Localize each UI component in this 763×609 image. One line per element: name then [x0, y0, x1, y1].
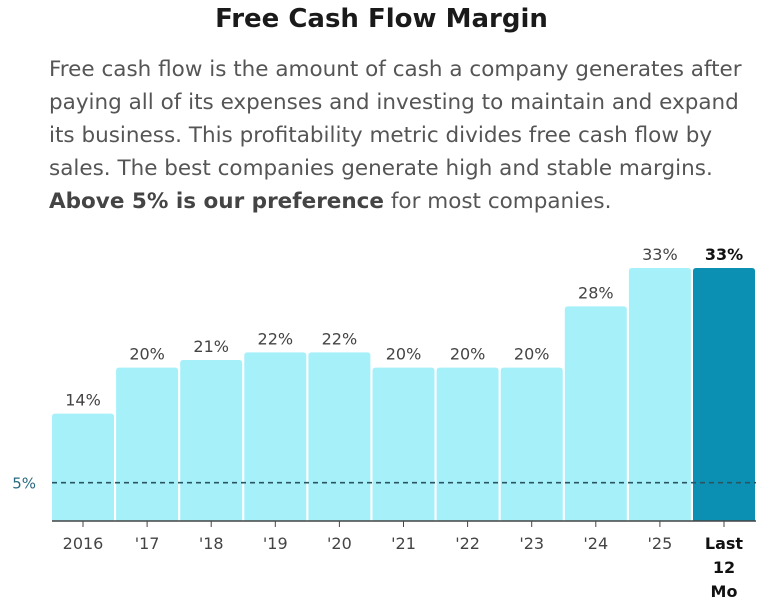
bar-4 — [308, 352, 371, 521]
x-tick-label-0: 2016 — [63, 534, 104, 553]
x-tick-label-3: '19 — [263, 534, 288, 553]
data-label-3: 22% — [258, 329, 294, 348]
bar-0 — [52, 413, 114, 521]
data-label-0: 14% — [65, 391, 101, 410]
data-label-7: 20% — [514, 345, 550, 364]
data-label-2: 21% — [193, 337, 229, 356]
x-tick-label-8: '24 — [583, 534, 608, 553]
data-label-9: 33% — [642, 245, 678, 264]
data-label-5: 20% — [386, 345, 422, 364]
bar-6 — [436, 367, 499, 521]
chart-title: Free Cash Flow Margin — [215, 4, 548, 34]
chart-description: Free cash flow is the amount of cash a c… — [49, 53, 749, 218]
description-text-end: for most companies. — [390, 189, 612, 214]
description-emphasis: Above 5% is our preference — [49, 189, 385, 214]
x-tick-label-9: '25 — [648, 534, 673, 553]
data-label-6: 20% — [450, 345, 486, 364]
bar-7 — [500, 367, 563, 521]
bar-2 — [180, 360, 243, 521]
bar-1 — [116, 367, 179, 521]
x-tick-label-6: '22 — [455, 534, 480, 553]
bar-3 — [244, 352, 307, 521]
x-tick-label-7: '23 — [519, 534, 544, 553]
x-tick-label-1: '17 — [135, 534, 160, 553]
data-label-8: 28% — [578, 283, 614, 302]
bar-5 — [372, 367, 435, 521]
data-label-4: 22% — [322, 329, 358, 348]
data-label-1: 20% — [129, 345, 165, 364]
bar-9 — [628, 268, 691, 521]
reference-line-label: 5% — [12, 475, 36, 493]
data-label-10: 33% — [705, 245, 743, 264]
description-text: Free cash flow is the amount of cash a c… — [49, 57, 742, 181]
x-tick-label-2: '18 — [199, 534, 224, 553]
x-tick-label-5: '21 — [391, 534, 416, 553]
x-tick-label-4: '20 — [327, 534, 352, 553]
x-tick-label-10: Last 12 Mo — [705, 534, 744, 601]
bar-10 — [693, 268, 755, 521]
bar-8 — [564, 306, 627, 521]
